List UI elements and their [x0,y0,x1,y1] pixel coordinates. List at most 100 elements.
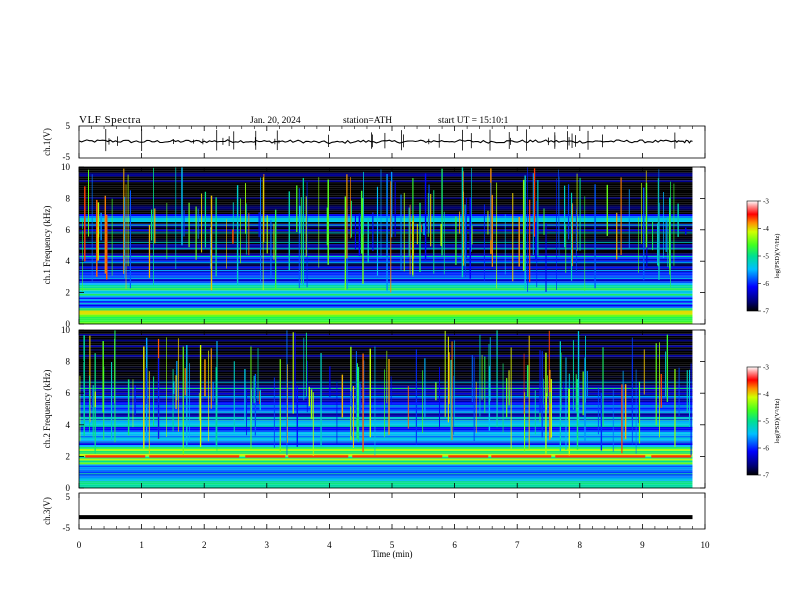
spectrogram-band [79,172,693,175]
time-tick-label: 7 [515,540,520,550]
spectrogram-band [79,312,693,315]
spectrogram-band [79,415,693,417]
spectrogram-band [79,405,693,408]
spectrogram-no-data [692,330,693,488]
spectrogram-band [79,394,693,397]
spectrogram-band [79,398,693,401]
spectrogram-band [79,292,693,294]
spectrogram-band [79,204,693,207]
ch1-waveform-line [78,139,693,145]
freq-tick-label: 10 [61,162,71,172]
ch1-freq-ticks: 0 2 4 6 8 10 [61,162,705,329]
spectrogram-band [79,216,693,219]
spectrogram-band [79,174,693,177]
spectrogram-band [79,185,693,188]
spectrogram-band [79,257,693,259]
spectrogram-band [79,478,693,481]
ch2-colorbar: -3 -4 -5 -6 -7 log(PSD)(V²/Hz) [746,364,781,480]
ch2-spectrogram-panel: 0 2 4 6 8 10 ch.2 Frequency (kHz) [42,325,706,493]
freq-tick-label: 0 [66,483,71,493]
spectrogram-band [79,293,693,296]
freq-tick-label: 6 [66,388,71,398]
spectrogram-band [79,214,693,217]
spectrogram-band [79,191,693,194]
spectrogram-band [79,176,693,179]
spectrogram-band [79,377,693,380]
spectrogram-band [79,358,693,361]
ch1-colorbar-ticks: -3 -4 -5 -6 -7 [758,198,769,316]
spectrogram-band [79,242,693,245]
spectrogram-band [79,424,693,427]
spectrogram-no-data [692,167,693,324]
freq-tick-label: 0 [66,319,71,329]
colorbar-tick-label: -3 [763,198,769,206]
spectrogram-band [79,258,693,261]
spectrogram-band [79,484,693,487]
spectrogram-band [79,189,693,192]
spectrogram-band [79,385,693,388]
spectrogram-band [79,199,693,201]
spectrogram-band [79,439,693,442]
spectrogram-band [79,460,693,463]
spectrogram-band [79,426,693,429]
spectrogram-band [79,409,693,412]
spectrogram-band [79,370,693,372]
spectrogram-band [79,266,693,269]
spectrogram-band [79,450,693,453]
ch2-freq-ticks: 0 2 4 6 8 10 [61,325,705,493]
spectrogram-band [79,193,693,196]
ch3-waveform-ylabel: ch.3(V) [42,497,52,525]
spectrogram-band [79,403,693,406]
spectrogram-band [79,471,693,474]
spectrogram-band [79,466,693,468]
spectrogram-band [79,413,693,416]
spectrogram-band [79,300,693,303]
ch2-colorbar-label: log(PSD)(V²/Hz) [774,399,781,444]
spectrogram-band [79,390,693,393]
ch2-colorbar-gradient [746,366,759,476]
ch1-spectrogram-image [79,167,693,324]
spectrogram-band [79,396,693,399]
ch2-spectrogram-image [79,330,693,488]
figure-date: Jan. 20, 2024 [250,116,301,126]
spectrogram-band [79,464,693,467]
freq-tick-label: 4 [66,420,71,430]
time-tick-label: 6 [452,540,457,550]
spectrogram-band [79,279,693,282]
spectrogram-band [79,251,693,254]
colorbar-tick-label: -4 [763,391,769,399]
ch3-ytick-bottom: -5 [63,523,71,533]
spectrogram-band [79,183,693,186]
spectrogram-band [79,354,693,357]
ch1-spectrogram-panel: 0 2 4 6 8 10 ch.1 Frequency (kHz) [42,162,706,329]
spectrogram-band [79,430,693,432]
spectrogram-band [79,402,693,404]
spectrogram-band [79,210,693,213]
spectrogram-band [79,445,693,447]
freq-tick-label: 6 [66,225,71,235]
spectrogram-band [79,168,693,171]
spectrogram-band [79,273,693,276]
spectrogram-band [79,379,693,382]
spectrogram-band [79,416,693,419]
spectrogram-band [79,310,693,313]
spectrogram-band [79,331,693,334]
spectrogram-band [79,400,693,403]
spectrogram-band [79,297,693,300]
spectrogram-band [79,333,693,336]
freq-tick-label: 4 [66,256,71,266]
time-tick-label: 5 [390,540,395,550]
spectrogram-band [79,187,693,190]
spectrogram-band [79,356,693,359]
spectrogram-band [79,375,693,378]
station-label: station=ATH [343,116,392,126]
time-axis-label: Time (min) [372,549,413,559]
spectrogram-band [79,435,693,438]
spectrogram-band [79,304,693,307]
spectrogram-band [79,437,693,440]
spectrogram-band [79,320,693,323]
spectrogram-band [79,462,693,465]
spectrogram-band [79,238,693,241]
ch2-colorbar-ticks: -3 -4 -5 -6 -7 [758,364,769,480]
spectrogram-band [79,178,693,181]
